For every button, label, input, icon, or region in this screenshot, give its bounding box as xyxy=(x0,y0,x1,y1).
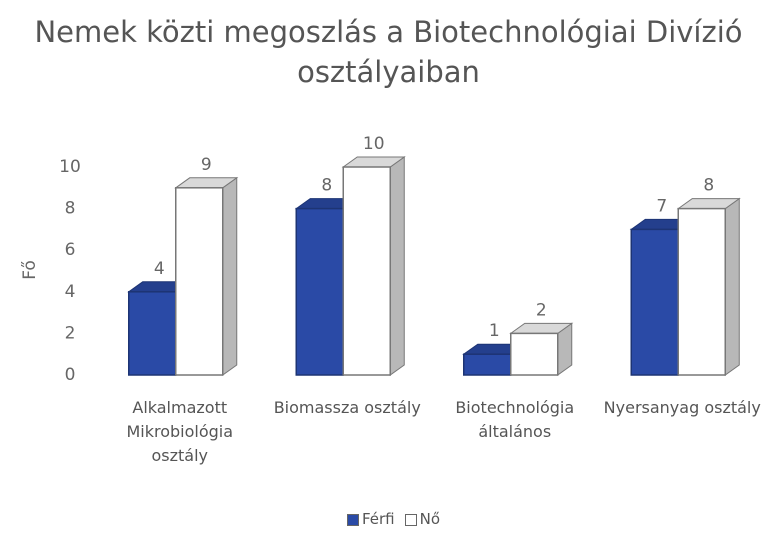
value-label: 9 xyxy=(201,155,212,175)
x-tick-label: Nyersanyag osztály xyxy=(603,398,761,417)
value-label: 7 xyxy=(656,196,667,216)
bar xyxy=(342,166,391,376)
x-tick-label: Biotechnológia általános xyxy=(455,398,575,441)
value-label: 1 xyxy=(489,321,500,341)
bar-side xyxy=(222,176,238,376)
bar xyxy=(175,187,224,376)
bar xyxy=(630,228,679,376)
bar-side xyxy=(389,156,405,376)
y-tick-label: 10 xyxy=(59,157,81,177)
y-tick-label: 4 xyxy=(65,282,76,302)
value-label: 8 xyxy=(703,176,714,196)
value-label: 4 xyxy=(154,259,165,279)
y-tick-label: 0 xyxy=(65,365,76,385)
x-tick-label: Alkalmazott Mikrobiológia osztály xyxy=(126,398,234,465)
legend: Férfi Nő xyxy=(0,510,777,528)
y-tick-label: 6 xyxy=(65,240,76,260)
bar xyxy=(510,332,559,376)
bar xyxy=(128,291,177,376)
x-tick-label: Biomassza osztály xyxy=(273,398,421,417)
y-axis-label: Fő xyxy=(20,260,40,280)
y-tick-label: 2 xyxy=(65,323,76,343)
bar xyxy=(295,207,344,376)
bar xyxy=(463,353,512,376)
value-label: 2 xyxy=(536,300,547,320)
legend-swatch xyxy=(404,513,417,526)
value-label: 10 xyxy=(363,134,385,154)
bar xyxy=(677,207,726,376)
legend-label: Férfi xyxy=(361,510,395,528)
value-label: 8 xyxy=(321,176,332,196)
legend-label: Nő xyxy=(419,510,441,528)
bar-side xyxy=(724,197,740,376)
y-tick-label: 8 xyxy=(65,199,76,219)
legend-swatch xyxy=(346,513,359,526)
chart-title: Nemek közti megoszlás a Biotechnológiai … xyxy=(34,15,743,89)
